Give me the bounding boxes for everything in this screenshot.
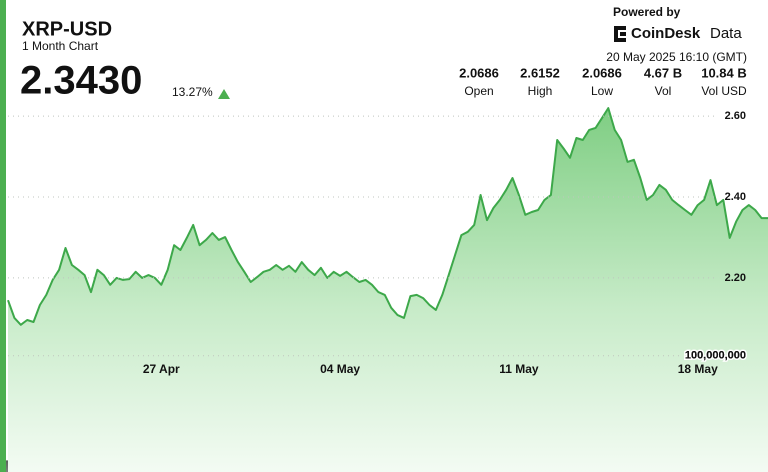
brand-logo — [614, 26, 626, 42]
stat-label: High — [528, 84, 553, 98]
symbol: XRP-USD — [22, 18, 112, 40]
stat-label: Vol — [655, 84, 672, 98]
brand-suffix: Data — [710, 25, 742, 42]
stat-value: 2.0686 — [459, 65, 499, 80]
up-arrow — [218, 89, 230, 99]
stats: 2.0686 Open 2.6152 High 2.0686 Low 4.67 B Vol 10… — [459, 65, 747, 98]
x-tick-label: 18 May — [678, 362, 718, 376]
subtitle: 1 Month Chart — [22, 39, 99, 53]
y-tick-label: 2.40 — [725, 191, 746, 203]
y-tick-label: 2.20 — [725, 272, 746, 284]
stat-value: 2.0686 — [582, 65, 622, 80]
powered-by: Powered by — [613, 5, 681, 19]
change: 13.27% — [172, 85, 213, 99]
y2-tick-label: 100,000,000 — [685, 350, 746, 362]
stat-label: Open — [464, 84, 493, 98]
price: 2.3430 — [20, 59, 142, 103]
stat-label: Low — [591, 84, 613, 98]
timestamp: 20 May 2025 16:10 (GMT) — [606, 50, 747, 64]
plot-area — [6, 107, 768, 472]
brand: CoinDesk — [631, 25, 701, 42]
accent-strip — [0, 0, 6, 472]
x-tick-label: 27 Apr — [143, 362, 180, 376]
stat-value: 2.6152 — [520, 65, 560, 80]
price-line — [7, 107, 768, 326]
y-tick-label: 2.60 — [725, 110, 746, 122]
y2-tick-label: 100,000,000 — [685, 350, 746, 362]
price-area — [8, 108, 768, 472]
x-tick-label: 04 May — [320, 362, 360, 376]
stat-value: 4.67 B — [644, 65, 682, 80]
stat-label: Vol USD — [701, 84, 747, 98]
stat-value: 10.84 B — [701, 65, 747, 80]
x-tick-label: 11 May — [499, 362, 539, 376]
